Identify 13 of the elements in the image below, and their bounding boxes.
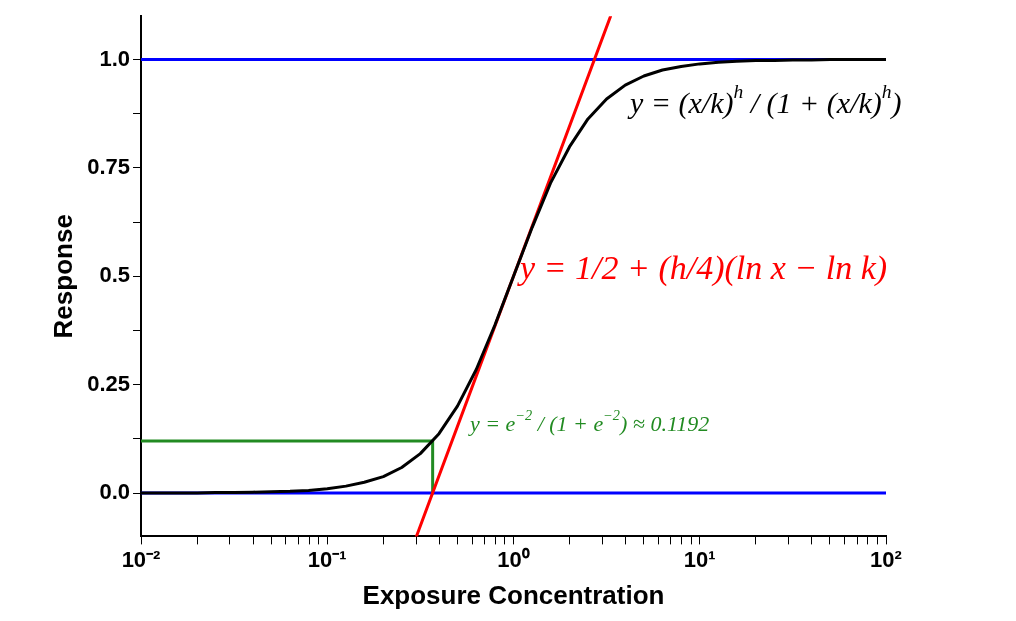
y-tick-label: 0.0 [99,479,131,505]
x-tick-label: 10² [870,546,902,572]
x-tick-label: 10⁻¹ [307,546,347,572]
y-tick-label: 0.75 [87,153,131,179]
y-tick-label: 1.0 [99,45,131,71]
y-axis-title: Response [47,214,78,339]
x-tick-label: 10¹ [683,546,716,572]
y-tick-label: 0.25 [87,370,131,396]
x-tick-label: 10⁰ [497,546,530,572]
x-axis-title: Exposure Concentration [362,579,665,610]
x-tick-label: 10⁻² [121,546,161,572]
y-tick-label: 0.5 [99,262,131,288]
annotation: y = 1/2 + (h/4)(ln x − ln k) [517,248,888,287]
